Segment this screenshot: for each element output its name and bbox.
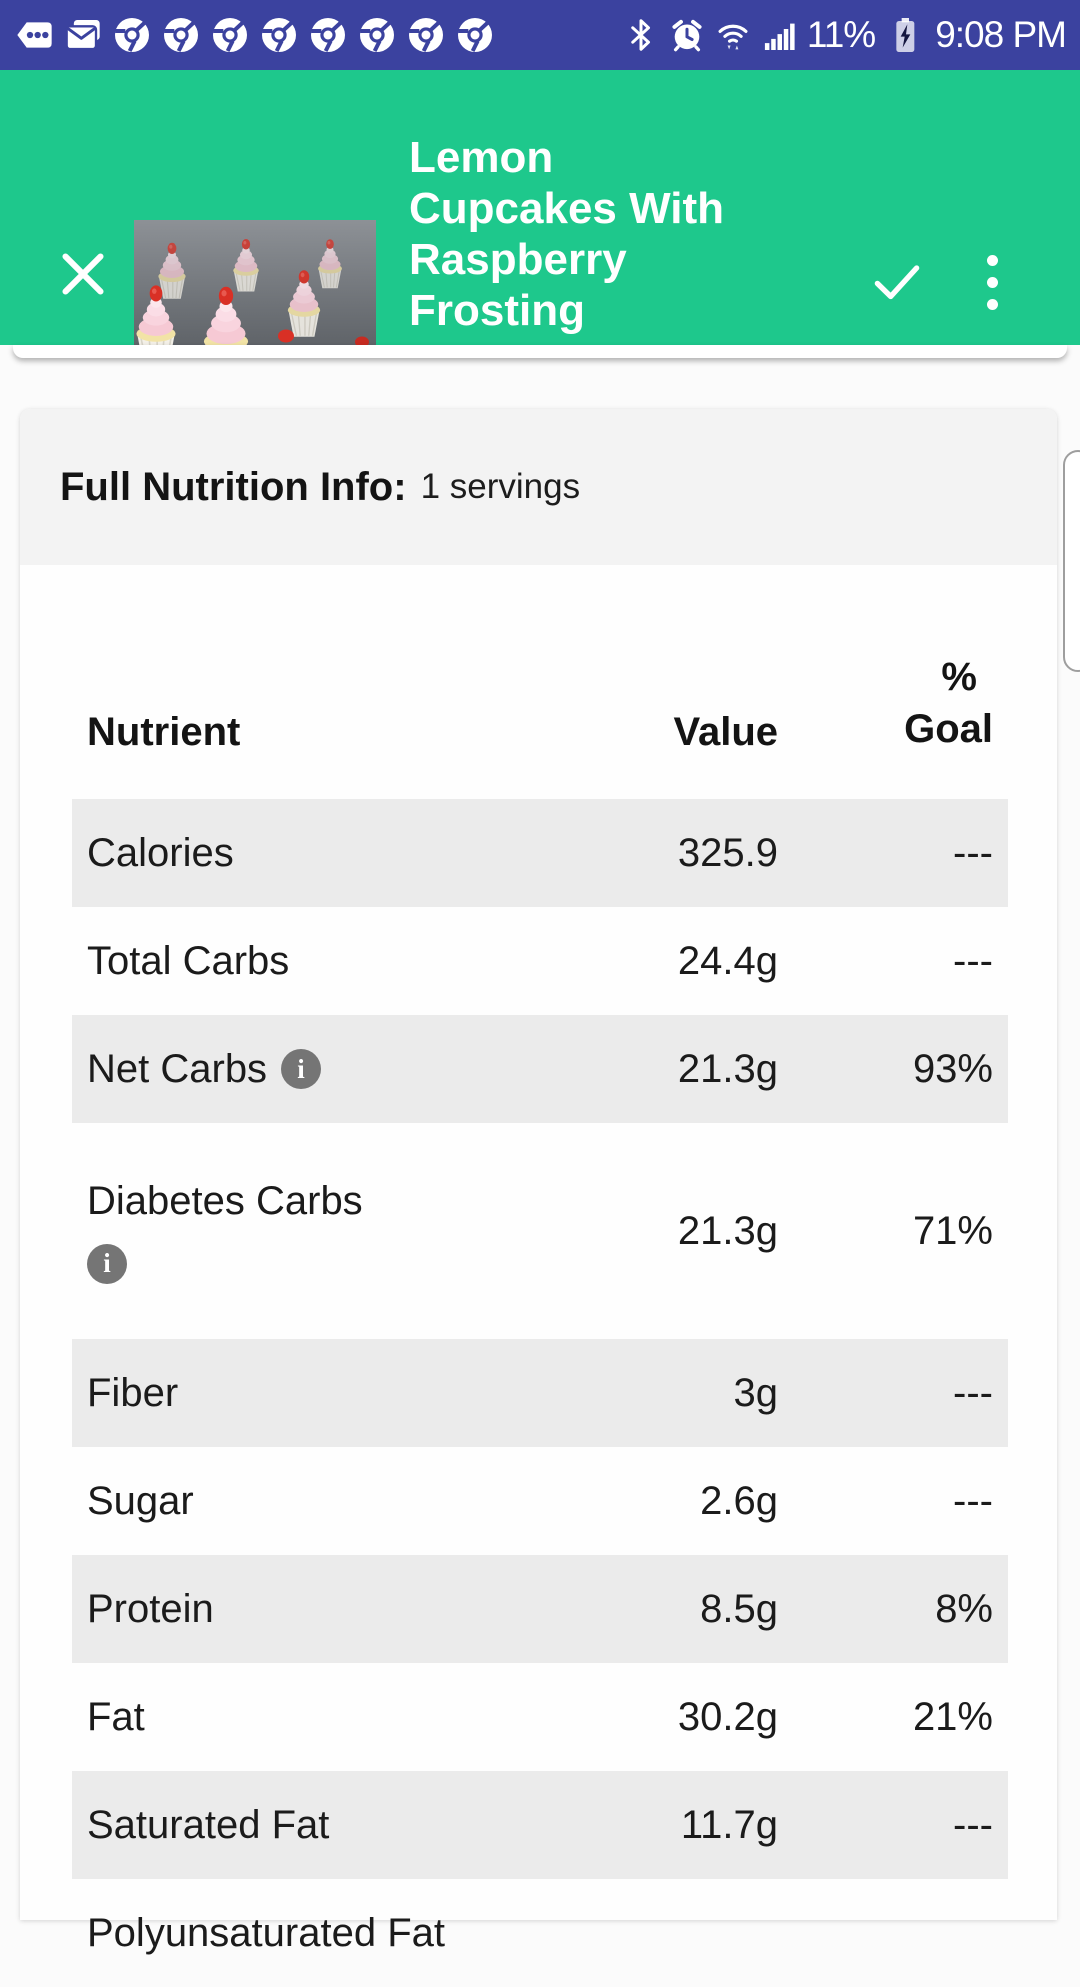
table-row: Saturated Fat 11.7g --- — [72, 1771, 1008, 1879]
nutrient-goal-percent: --- — [953, 938, 993, 983]
table-row: Fat 30.2g 21% — [72, 1663, 1008, 1771]
chrome-icon — [406, 15, 446, 55]
nutrient-value: 21.3g — [677, 1208, 778, 1253]
chrome-icon — [210, 15, 250, 55]
chrome-icon — [357, 15, 397, 55]
table-row: Fiber 3g --- — [72, 1339, 1008, 1447]
nutrient-label: Protein — [87, 1586, 214, 1631]
servings-text: 1 servings — [420, 467, 581, 506]
nutrient-value: 21.3g — [677, 1046, 778, 1091]
info-icon[interactable]: i — [281, 1049, 322, 1089]
card-peek-strip — [13, 345, 1067, 358]
table-row: Sugar 2.6g --- — [72, 1447, 1008, 1555]
table-header-row: Nutrient Value % Goal — [72, 565, 1008, 799]
nutrient-goal-percent: 71% — [912, 1208, 993, 1253]
nutrient-goal-percent: 21% — [912, 1694, 993, 1739]
more-notifications-icon — [14, 15, 54, 55]
nutrition-table-body: Calories 325.9 --- Total Carbs 24.4g ---… — [72, 799, 1008, 1987]
nutrient-label: Total Carbs — [87, 938, 290, 983]
chrome-icon — [259, 15, 299, 55]
bluetooth-icon — [623, 17, 659, 53]
nutrient-value: 325.9 — [677, 830, 778, 875]
signal-icon — [761, 17, 797, 53]
alarm-icon — [669, 17, 705, 53]
battery-charging-icon — [885, 15, 925, 55]
email-icon — [63, 15, 103, 55]
nutrient-goal-percent: --- — [953, 1370, 993, 1415]
nutrient-label: Fiber — [87, 1370, 179, 1415]
confirm-check-icon[interactable] — [869, 254, 925, 310]
chrome-icon — [161, 15, 201, 55]
battery-percent: 11% — [806, 14, 876, 55]
nutrient-goal-percent: 93% — [912, 1046, 993, 1091]
table-row-partial: Polyunsaturated Fat — [72, 1879, 1008, 1987]
nutrient-goal-percent: 8% — [935, 1586, 993, 1631]
chrome-icon — [308, 15, 348, 55]
wifi-icon — [715, 17, 751, 53]
status-icons: 11% 9:08 PM — [623, 14, 1067, 56]
status-bar: 11% 9:08 PM — [0, 0, 1080, 70]
nutrient-value: 3g — [733, 1370, 779, 1415]
table-row: Total Carbs 24.4g --- — [72, 907, 1008, 1015]
table-row: Protein 8.5g 8% — [72, 1555, 1008, 1663]
info-icon[interactable]: i — [87, 1243, 127, 1284]
nutrition-card-header: Full Nutrition Info: 1 servings — [20, 409, 1057, 565]
table-row: Diabetes Carbs i 21.3g 71% — [72, 1123, 1008, 1339]
nutrient-label: Diabetes Carbs — [87, 1178, 363, 1223]
col-header-nutrient: Nutrient — [87, 710, 241, 754]
recipe-thumbnail[interactable] — [134, 220, 376, 347]
clock-text: 9:08 PM — [935, 14, 1067, 55]
nutrient-label: Saturated Fat — [87, 1802, 330, 1847]
table-row: Calories 325.9 --- — [72, 799, 1008, 907]
col-header-goal: % Goal — [904, 655, 993, 751]
chrome-icon — [455, 15, 495, 55]
chrome-icon — [112, 15, 152, 55]
app-bar: Lemon Cupcakes With Raspberry Frosting — [0, 70, 1080, 347]
close-icon[interactable] — [55, 246, 111, 302]
section-title: Full Nutrition Info: — [60, 464, 407, 509]
nutrient-label: Polyunsaturated Fat — [87, 1910, 445, 1955]
nutrient-value: 30.2g — [677, 1694, 778, 1739]
nutrient-goal-percent: --- — [953, 830, 993, 875]
nutrition-card: Full Nutrition Info: 1 servings Nutrient… — [20, 409, 1057, 1955]
notification-icons — [14, 15, 623, 55]
nutrient-label: Sugar — [87, 1478, 194, 1523]
nutrient-label: Fat — [87, 1694, 145, 1739]
nutrient-value: 11.7g — [680, 1802, 778, 1847]
nutrient-value: 2.6g — [700, 1478, 778, 1523]
nutrient-label: Net Carbs — [87, 1046, 268, 1091]
nutrient-value: 8.5g — [700, 1586, 778, 1631]
table-row: Net Carbs i 21.3g 93% — [72, 1015, 1008, 1123]
col-header-value: Value — [673, 710, 778, 754]
scrollbar-thumb[interactable] — [1063, 450, 1080, 672]
nutrient-value: 24.4g — [677, 938, 778, 983]
page-title: Lemon Cupcakes With Raspberry Frosting — [409, 133, 725, 335]
overflow-menu-icon[interactable] — [966, 248, 1018, 316]
nutrient-label: Calories — [87, 830, 234, 875]
nutrient-goal-percent: --- — [953, 1802, 993, 1847]
nutrition-table: Nutrient Value % Goal Calories 325.9 ---… — [20, 565, 1057, 1987]
nutrient-goal-percent: --- — [953, 1478, 993, 1523]
